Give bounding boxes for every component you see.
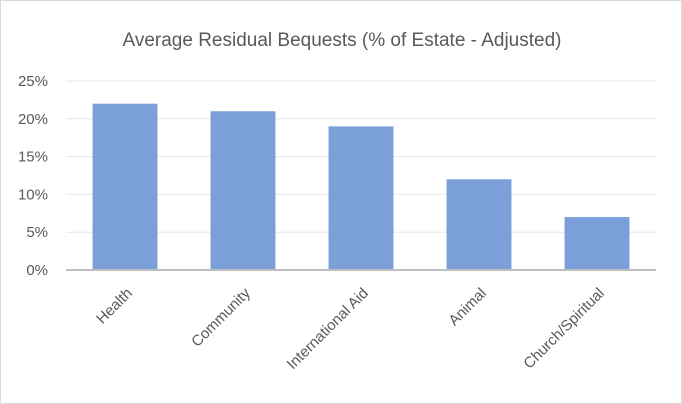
x-tick-label: Community — [188, 284, 254, 350]
x-tick-label: International Aid — [284, 285, 372, 373]
y-tick-label: 0% — [26, 262, 48, 279]
bar-international-aid — [328, 126, 394, 270]
y-tick-label: 10% — [18, 186, 48, 203]
bar-health — [92, 103, 158, 271]
x-tick-label: Church/Spiritual — [520, 285, 607, 372]
bar-community — [210, 111, 276, 271]
chart-title: Average Residual Bequests (% of Estate -… — [122, 30, 561, 51]
x-tick-label: Animal — [445, 285, 489, 329]
bar-church-spiritual — [564, 217, 630, 270]
y-axis-ticks: 0% 5% 10% 15% 20% 25% — [18, 73, 48, 279]
y-tick-label: 20% — [18, 111, 48, 128]
x-tick-label: Health — [93, 285, 136, 328]
bars — [92, 103, 630, 271]
y-tick-label: 25% — [18, 73, 48, 90]
y-tick-label: 5% — [26, 224, 48, 241]
bar-animal — [446, 179, 512, 270]
y-tick-label: 15% — [18, 149, 48, 166]
x-axis-labels: Health Community International Aid Animal Ch… — [93, 284, 608, 372]
